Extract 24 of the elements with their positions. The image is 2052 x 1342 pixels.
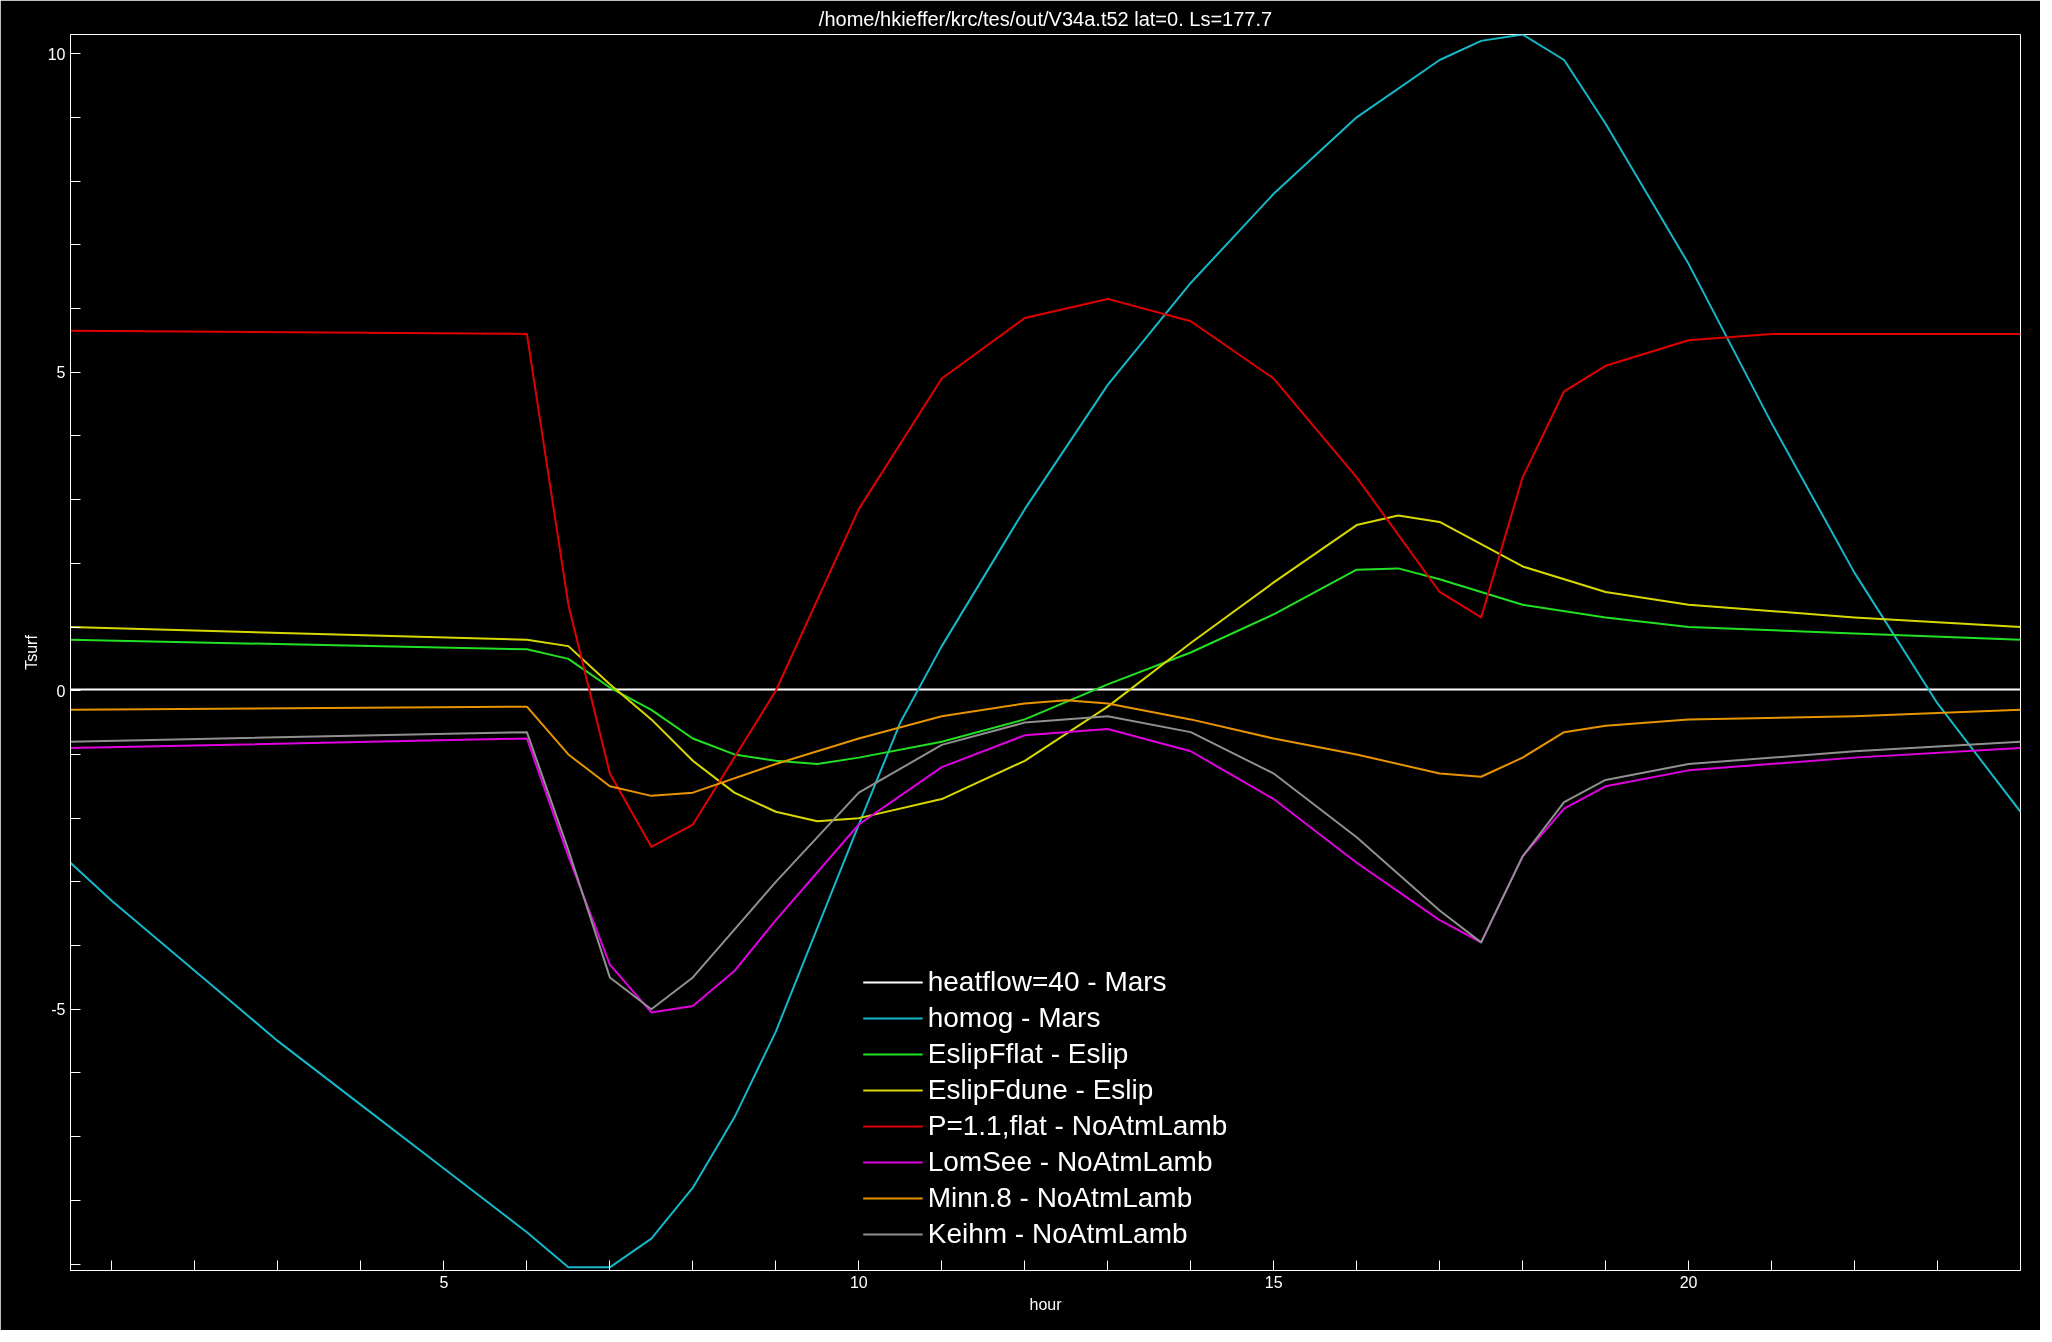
line-series: [70, 567, 2021, 765]
y-tick-label: -5: [51, 1001, 66, 1019]
x-axis-title: hour: [1029, 1295, 1063, 1313]
x-tick-label: 10: [849, 1273, 868, 1291]
line-series: [70, 699, 2021, 797]
legend-label: homog - Mars: [927, 1002, 1101, 1034]
y-tick-label: 5: [56, 364, 66, 382]
legend-label: EslipFdune - Eslip: [927, 1074, 1154, 1106]
legend-label: heatflow=40 - Mars: [927, 966, 1167, 998]
legend-label: Keihm - NoAtmLamb: [927, 1218, 1188, 1250]
legend-label: Minn.8 - NoAtmLamb: [927, 1182, 1193, 1214]
y-tick-label: 10: [47, 45, 66, 63]
y-axis-title: Tsurf: [22, 634, 40, 670]
y-tick-label: 0: [56, 682, 66, 700]
line-series: [70, 34, 2021, 1269]
legend-label: LomSee - NoAtmLamb: [927, 1146, 1213, 1178]
legend-label: P=1.1,flat - NoAtmLamb: [927, 1110, 1228, 1142]
x-tick-label: 15: [1264, 1273, 1283, 1291]
chart-title: /home/hkieffer/krc/tes/out/V34a.t52 lat=0. Ls=177.7: [818, 7, 1273, 30]
line-series: [70, 514, 2021, 823]
legend-label: EslipFflat - Eslip: [927, 1038, 1129, 1070]
line-series: [70, 297, 2021, 848]
x-tick-label: 20: [1679, 1273, 1698, 1291]
x-tick-label: 5: [439, 1273, 449, 1291]
